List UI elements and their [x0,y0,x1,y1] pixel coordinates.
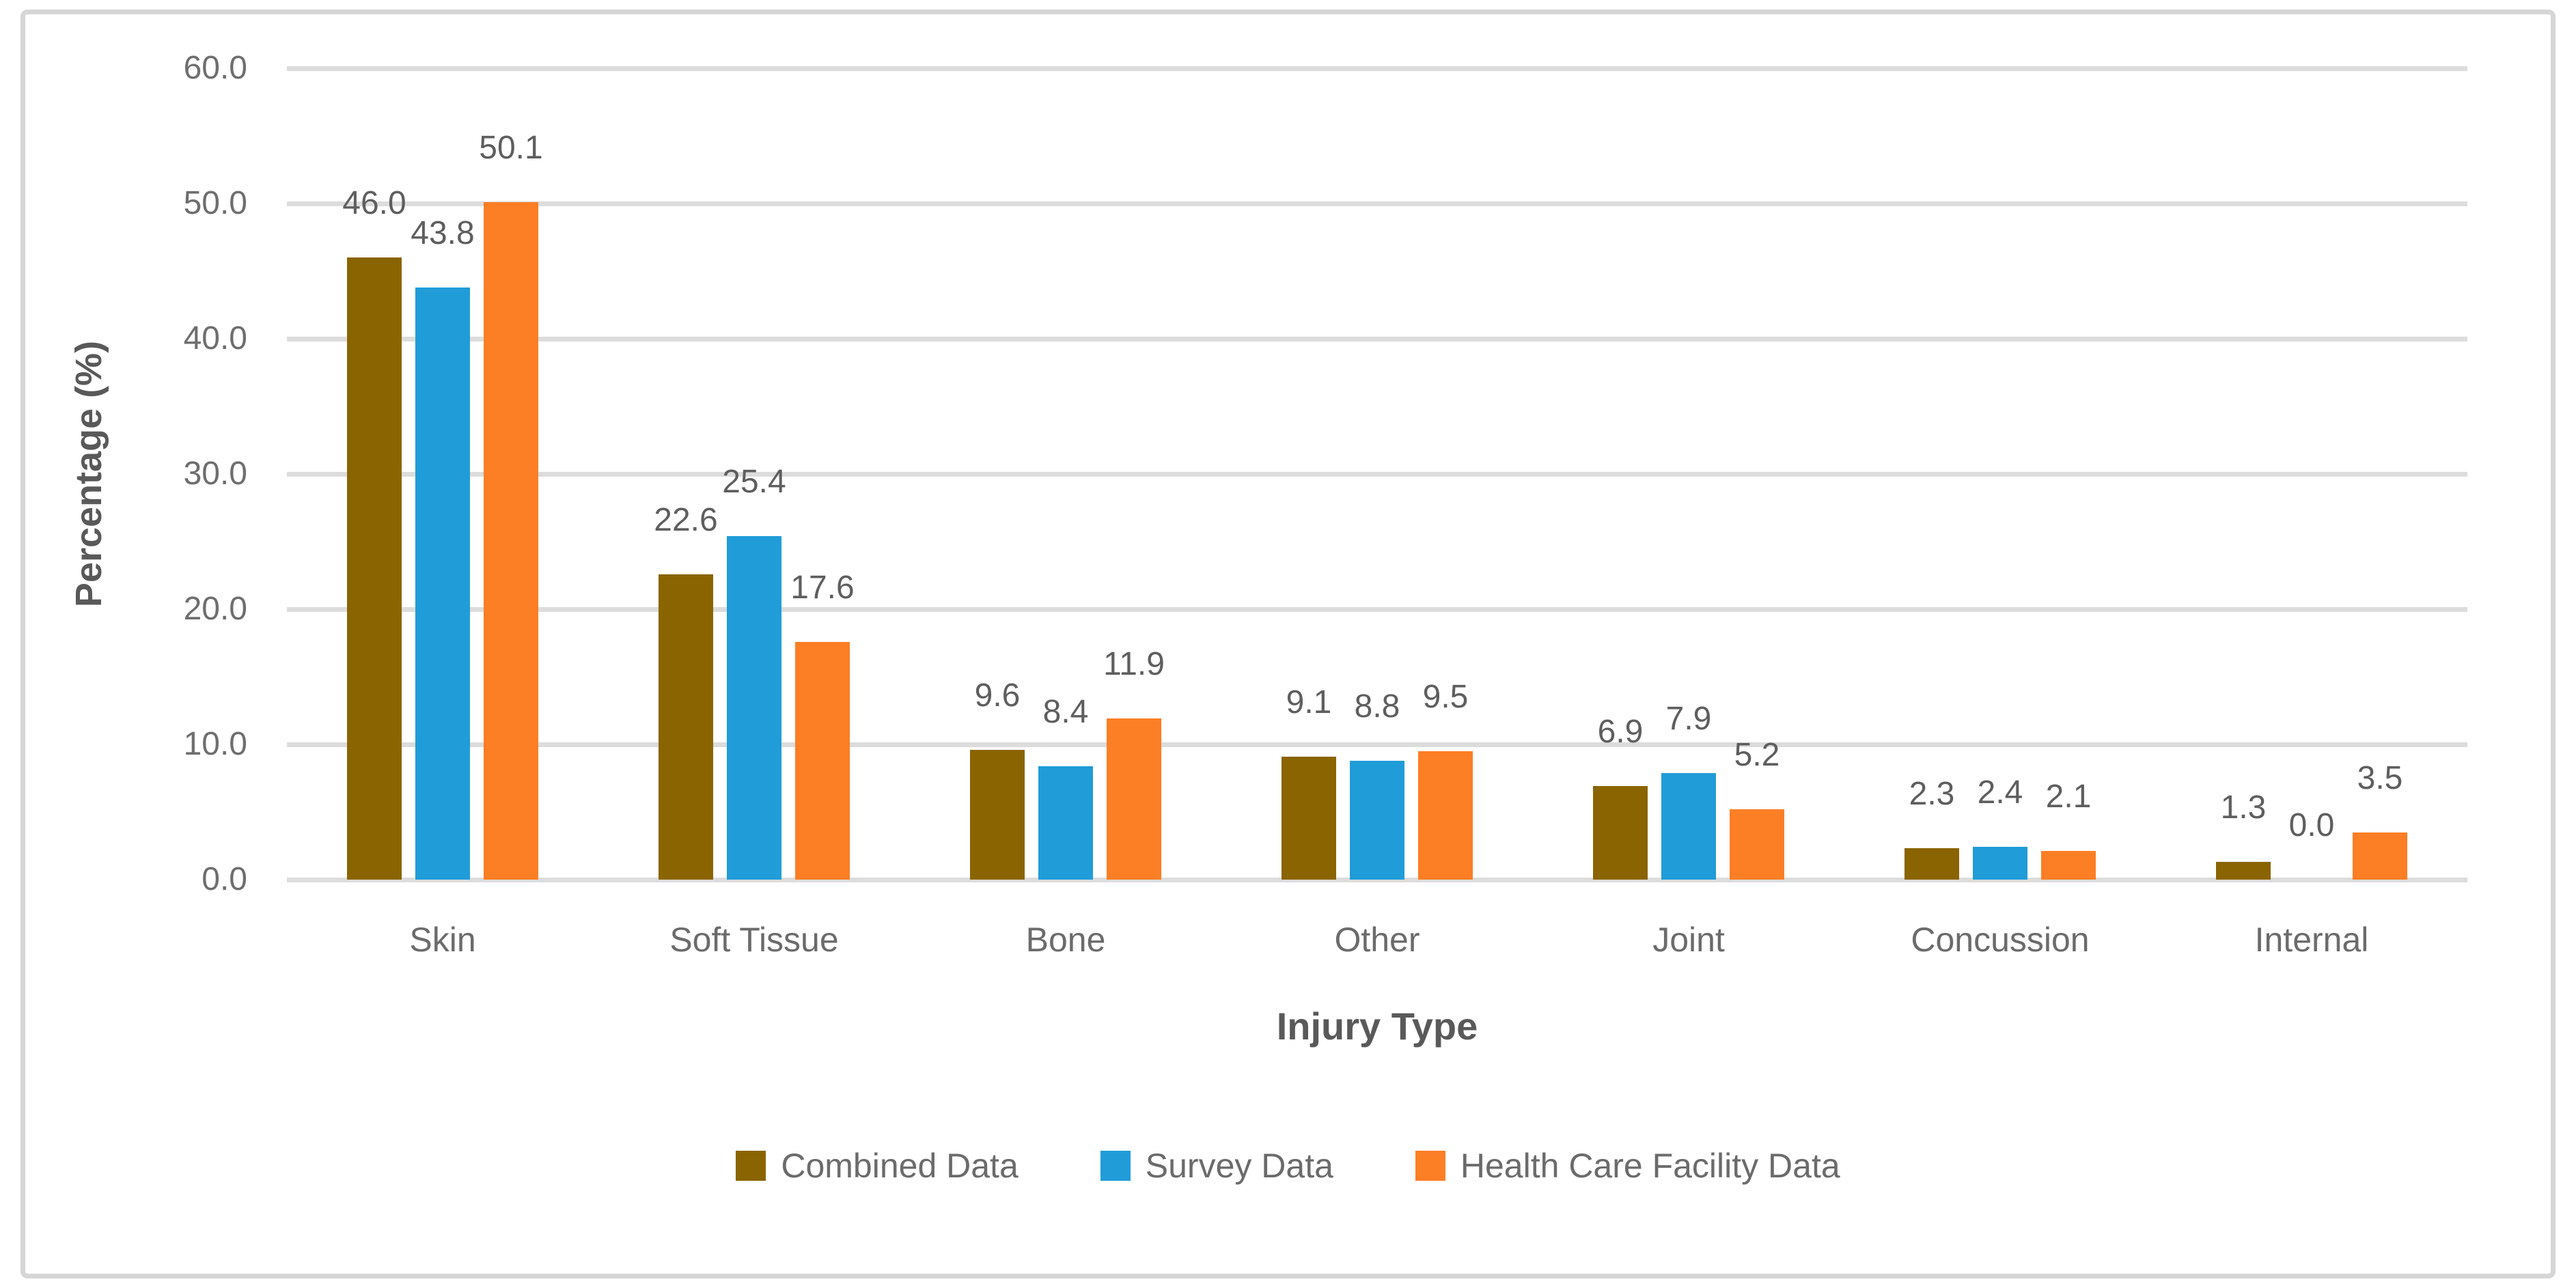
gridline [287,472,2467,477]
value-label-survey-data-bone: 8.4 [1042,694,1089,730]
legend-swatch-icon [1100,1151,1131,1181]
value-label-survey-data-other: 8.8 [1354,688,1400,725]
bar-combined-data-skin [347,257,402,880]
gridline [287,878,2467,882]
value-label-survey-data-internal: 0.0 [2288,807,2335,843]
plot-area [287,66,2467,882]
value-label-combined-data-concussion: 2.3 [1909,776,1955,812]
bar-survey-data-other [1350,761,1404,880]
bar-combined-data-internal [2216,862,2271,880]
x-tick-label: Soft Tissue [669,921,839,959]
y-tick-label: 10.0 [183,726,247,762]
legend-item-survey-data: Survey Data [1100,1146,1333,1186]
y-tick-label: 50.0 [183,185,247,221]
value-label-survey-data-soft-tissue: 25.4 [722,464,786,500]
value-label-combined-data-soft-tissue: 22.6 [654,502,718,538]
bar-survey-data-joint [1661,773,1716,880]
value-label-health-care-facility-data-internal: 3.5 [2357,760,2403,796]
bar-health-care-facility-data-soft-tissue [795,642,850,880]
x-tick-label: Joint [1652,921,1725,959]
y-tick-label: 30.0 [183,456,247,492]
x-tick-label: Concussion [1911,921,2090,959]
bar-combined-data-concussion [1905,848,1959,880]
y-tick-label: 20.0 [183,591,247,627]
x-tick-label: Other [1334,921,1420,959]
bar-combined-data-bone [970,750,1025,880]
bar-health-care-facility-data-bone [1107,718,1161,880]
y-tick-label: 60.0 [183,50,247,86]
value-label-health-care-facility-data-joint: 5.2 [1734,737,1780,773]
value-label-combined-data-joint: 6.9 [1597,714,1644,750]
y-tick-label: 0.0 [202,861,247,897]
bar-combined-data-joint [1593,786,1648,880]
value-label-health-care-facility-data-other: 9.5 [1422,679,1469,715]
value-label-health-care-facility-data-concussion: 2.1 [2045,779,2092,815]
bar-health-care-facility-data-concussion [2041,851,2096,880]
gridline [287,607,2467,612]
bar-survey-data-soft-tissue [727,536,781,880]
gridline [287,337,2467,341]
value-label-survey-data-joint: 7.9 [1665,701,1712,737]
bar-combined-data-other [1282,757,1336,880]
legend-label: Health Care Facility Data [1460,1147,1840,1185]
value-label-health-care-facility-data-bone: 11.9 [1103,646,1165,682]
value-label-combined-data-bone: 9.6 [974,677,1021,714]
value-label-survey-data-skin: 43.8 [411,215,475,251]
chart-frame [20,10,2556,1278]
value-label-combined-data-other: 9.1 [1286,684,1332,720]
x-axis-title: Injury Type [1276,1005,1478,1048]
y-tick-label: 40.0 [183,320,247,356]
bar-health-care-facility-data-internal [2353,832,2407,880]
gridline [287,66,2467,71]
legend-swatch-icon [1415,1151,1445,1181]
bar-health-care-facility-data-skin [484,202,538,880]
legend-swatch-icon [736,1151,766,1181]
value-label-health-care-facility-data-skin: 50.1 [479,130,543,166]
value-label-combined-data-skin: 46.0 [342,185,406,221]
x-tick-label: Internal [2254,921,2369,959]
legend-label: Combined Data [781,1147,1019,1185]
legend-label: Survey Data [1145,1147,1333,1185]
gridline [287,201,2467,206]
legend-item-health-care-facility-data: Health Care Facility Data [1415,1146,1840,1186]
bar-combined-data-soft-tissue [659,574,713,880]
legend-item-combined-data: Combined Data [736,1146,1019,1186]
x-tick-label: Bone [1025,921,1106,959]
bar-survey-data-skin [415,288,470,880]
bar-health-care-facility-data-other [1418,751,1473,880]
value-label-health-care-facility-data-soft-tissue: 17.6 [790,570,855,606]
x-tick-label: Skin [409,921,476,959]
bar-survey-data-bone [1038,766,1093,880]
bar-health-care-facility-data-joint [1730,809,1784,880]
value-label-survey-data-concussion: 2.4 [1977,774,2023,811]
legend: Combined Data Survey Data Health Care Faci… [0,1146,2576,1186]
value-label-combined-data-internal: 1.3 [2220,789,2267,826]
gridline [287,742,2467,747]
bar-survey-data-concussion [1973,847,2027,880]
